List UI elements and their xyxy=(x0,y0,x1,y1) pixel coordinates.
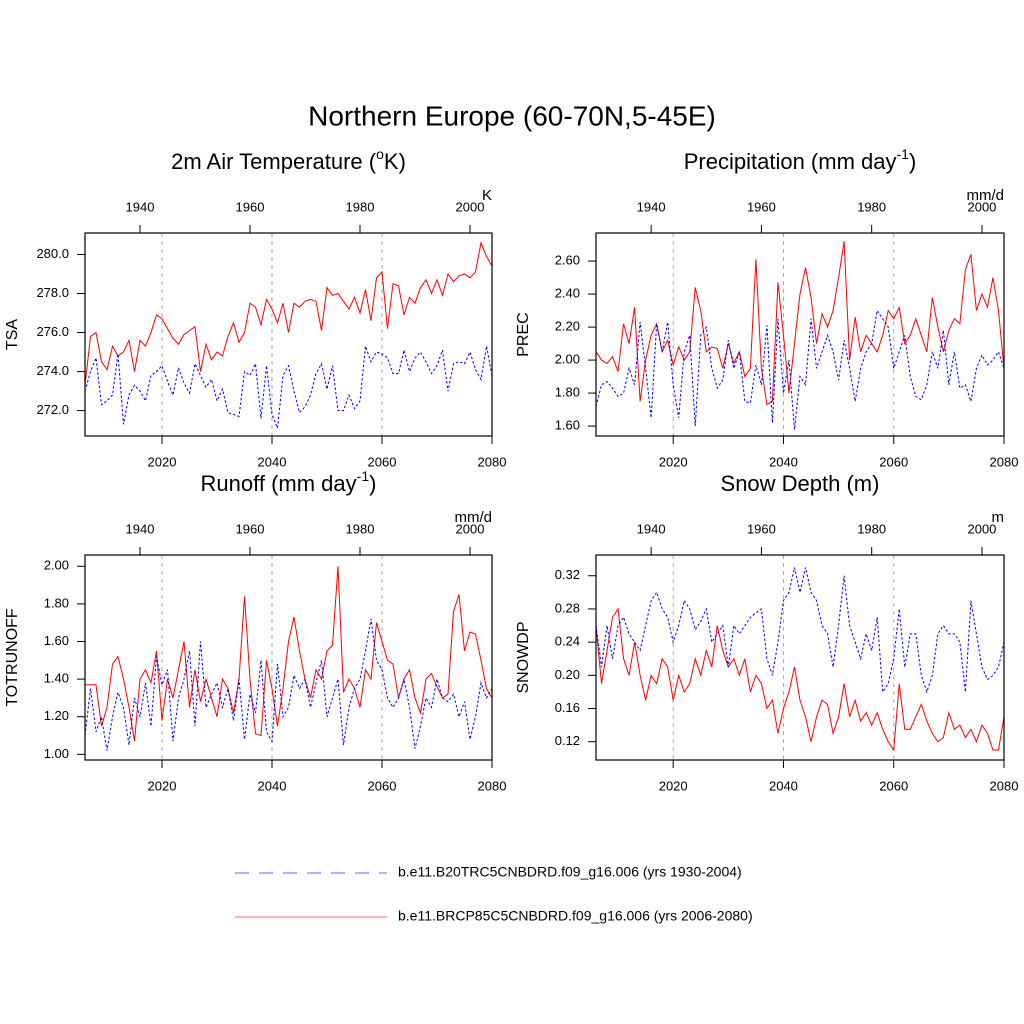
x-tick-label: 2080 xyxy=(478,778,507,793)
x-tick-label: 2080 xyxy=(990,778,1019,793)
legend-label: b.e11.BRCP85C5CNBDRD.f09_g16.006 (yrs 20… xyxy=(398,908,753,924)
x-tick-label: 2020 xyxy=(148,454,177,469)
panel-title: Runoff (mm day-1) xyxy=(201,468,377,496)
units-label: m xyxy=(992,509,1005,526)
y-axis-label: TOTRUNOFF xyxy=(4,608,21,707)
panel-title: Snow Depth (m) xyxy=(721,471,880,496)
plot-frame xyxy=(84,232,493,437)
x2-tick-label: 1960 xyxy=(747,521,776,536)
x-tick-label: 2020 xyxy=(148,778,177,793)
figure-title: Northern Europe (60-70N,5-45E) xyxy=(308,100,716,131)
x-tick-label: 2080 xyxy=(478,454,507,469)
x2-tick-label: 1980 xyxy=(857,521,886,536)
x2-tick-label: 2000 xyxy=(967,199,996,214)
x2-tick-label: 1960 xyxy=(236,521,265,536)
series-line xyxy=(596,309,1004,430)
y-axis-label: PREC xyxy=(515,312,532,356)
title-part: Snow Depth (m) xyxy=(721,471,880,496)
x-tick-label: 2040 xyxy=(258,778,287,793)
y-tick-label: 2.40 xyxy=(555,286,580,301)
y-axis-label: TSA xyxy=(4,319,21,350)
title-part: K) xyxy=(384,149,406,174)
y-tick-label: 0.12 xyxy=(555,733,580,748)
x-tick-label: 2060 xyxy=(368,778,397,793)
y-tick-label: 1.60 xyxy=(555,418,580,433)
x2-tick-label: 1960 xyxy=(747,199,776,214)
x2-tick-label: 1980 xyxy=(346,521,375,536)
y-tick-label: 0.20 xyxy=(555,667,580,682)
title-part: ) xyxy=(909,149,916,174)
y-tick-label: 276.0 xyxy=(36,324,69,339)
x-tick-label: 2060 xyxy=(879,454,908,469)
y-tick-label: 1.00 xyxy=(44,746,69,761)
y-tick-label: 2.60 xyxy=(555,252,580,267)
y-tick-label: 0.28 xyxy=(555,600,580,615)
series-line xyxy=(596,607,1004,752)
title-part: 2m Air Temperature ( xyxy=(171,149,377,174)
x2-tick-label: 1940 xyxy=(637,521,666,536)
title-part: -1 xyxy=(357,468,370,484)
y-tick-label: 0.32 xyxy=(555,567,580,582)
title-part: o xyxy=(376,146,384,162)
title-part: -1 xyxy=(896,146,909,162)
plot-frame xyxy=(84,554,493,761)
x-tick-label: 2020 xyxy=(659,454,688,469)
series-line xyxy=(85,566,492,742)
plot-frame xyxy=(595,554,1005,761)
units-label: mm/d xyxy=(455,509,493,526)
units-label: mm/d xyxy=(967,187,1005,204)
x2-tick-label: 2000 xyxy=(967,521,996,536)
y-tick-label: 272.0 xyxy=(36,402,69,417)
y-tick-label: 1.60 xyxy=(44,633,69,648)
y-tick-label: 1.80 xyxy=(555,385,580,400)
y-tick-label: 1.40 xyxy=(44,671,69,686)
y-tick-label: 2.20 xyxy=(555,319,580,334)
title-part: Precipitation (mm day xyxy=(684,149,897,174)
y-tick-label: 1.20 xyxy=(44,708,69,723)
panel-title: 2m Air Temperature (oK) xyxy=(171,146,406,174)
series-line xyxy=(596,241,1004,406)
y-tick-label: 278.0 xyxy=(36,285,69,300)
legend-label: b.e11.B20TRC5CNBDRD.f09_g16.006 (yrs 193… xyxy=(398,864,742,880)
y-tick-label: 280.0 xyxy=(36,246,69,261)
series-line xyxy=(85,240,492,386)
y-tick-label: 2.00 xyxy=(44,558,69,573)
x2-tick-label: 1960 xyxy=(236,199,265,214)
x2-tick-label: 2000 xyxy=(456,199,485,214)
x2-tick-label: 1940 xyxy=(637,199,666,214)
y-tick-label: 0.24 xyxy=(555,634,580,649)
title-part: Runoff (mm day xyxy=(201,471,357,496)
x-tick-label: 2020 xyxy=(659,778,688,793)
series-line xyxy=(85,346,492,429)
y-tick-label: 274.0 xyxy=(36,363,69,378)
x2-tick-label: 2000 xyxy=(456,521,485,536)
x2-tick-label: 1940 xyxy=(126,199,155,214)
x-tick-label: 2080 xyxy=(990,454,1019,469)
units-label: K xyxy=(482,187,492,204)
x2-tick-label: 1980 xyxy=(857,199,886,214)
x-tick-label: 2040 xyxy=(769,778,798,793)
x2-tick-label: 1980 xyxy=(346,199,375,214)
plot-frame xyxy=(595,232,1005,437)
y-tick-label: 1.80 xyxy=(44,595,69,610)
x-tick-label: 2040 xyxy=(769,454,798,469)
x-tick-label: 2060 xyxy=(879,778,908,793)
x-tick-label: 2040 xyxy=(258,454,287,469)
series-line xyxy=(596,567,1004,694)
x2-tick-label: 1940 xyxy=(126,521,155,536)
y-tick-label: 2.00 xyxy=(555,352,580,367)
y-tick-label: 0.16 xyxy=(555,700,580,715)
y-axis-label: SNOWDP xyxy=(515,622,532,694)
panel-title: Precipitation (mm day-1) xyxy=(684,146,917,174)
title-part: ) xyxy=(369,471,376,496)
x-tick-label: 2060 xyxy=(368,454,397,469)
